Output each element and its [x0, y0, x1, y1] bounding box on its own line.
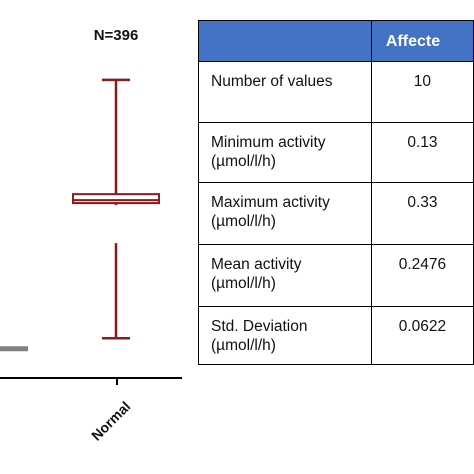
- header-cell-affected: Affecte: [370, 20, 474, 62]
- row-label: Maximum activity (µmol/l/h): [198, 182, 372, 245]
- row-label-unit: (µmol/l/h): [211, 275, 276, 292]
- row-value: 0.13: [370, 122, 474, 183]
- annotation-n: N=396: [94, 27, 139, 44]
- statistics-table: Affecte Number of values 10 Minimum acti…: [198, 20, 474, 365]
- table-row: Std. Deviation (µmol/l/h) 0.0622: [198, 306, 474, 365]
- row-label-line: Number of values: [211, 73, 333, 90]
- x-tick-label: Normal: [88, 398, 133, 443]
- row-value: 0.33: [370, 182, 474, 245]
- table-header-row: Affecte: [198, 20, 474, 62]
- row-label: Mean activity (µmol/l/h): [198, 244, 372, 307]
- row-label-line: Maximum activity: [211, 194, 330, 211]
- row-label: Std. Deviation (µmol/l/h): [198, 306, 372, 365]
- row-label-line: Minimum activity: [211, 134, 326, 151]
- row-label-unit: (µmol/l/h): [211, 213, 276, 230]
- box: [72, 193, 160, 205]
- table-row: Number of values 10: [198, 61, 474, 123]
- table-row: Mean activity (µmol/l/h) 0.2476: [198, 244, 474, 307]
- row-value: 10: [370, 61, 474, 123]
- row-label-unit: (µmol/l/h): [211, 153, 276, 170]
- row-value: 0.2476: [370, 244, 474, 307]
- whisker-gap: [113, 205, 119, 244]
- table-row: Minimum activity (µmol/l/h) 0.13: [198, 122, 474, 183]
- header-cell-blank: [198, 20, 372, 62]
- row-label: Minimum activity (µmol/l/h): [198, 122, 372, 183]
- row-label-unit: (µmol/l/h): [211, 337, 276, 354]
- row-label-line: Mean activity: [211, 256, 302, 273]
- table-row: Maximum activity (µmol/l/h) 0.33: [198, 182, 474, 245]
- row-label: Number of values: [198, 61, 372, 123]
- row-label-line: Std. Deviation: [211, 318, 308, 335]
- row-value: 0.0622: [370, 306, 474, 365]
